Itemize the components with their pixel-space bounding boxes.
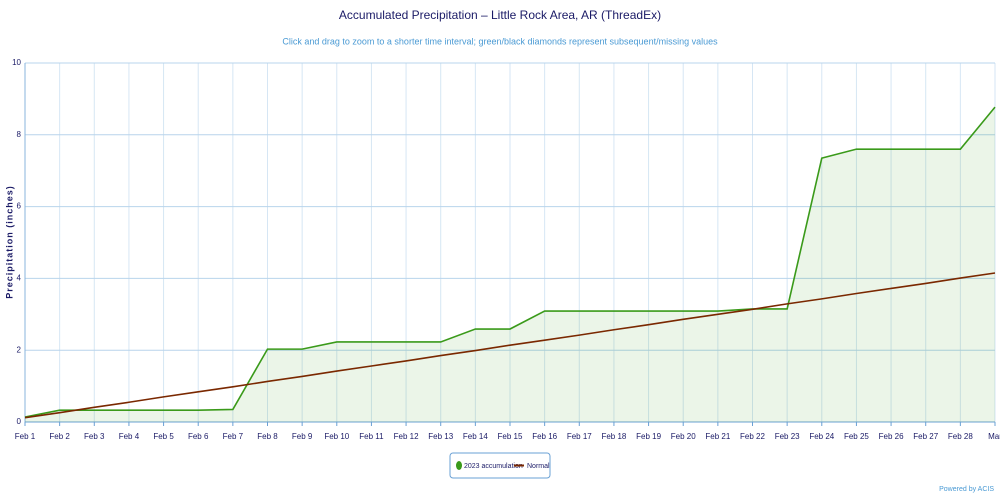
legend-label: Normal	[527, 463, 550, 470]
x-tick-label: Feb 27	[913, 432, 938, 441]
x-tick-label: Feb 15	[498, 432, 523, 441]
x-tick-label: Feb 20	[671, 432, 696, 441]
x-tick-label: Feb 11	[359, 432, 384, 441]
x-tick-label: Feb 13	[428, 432, 453, 441]
area-fill	[25, 107, 995, 423]
x-tick-label: Feb 2	[49, 432, 70, 441]
x-tick-label: Feb 6	[188, 432, 209, 441]
x-tick-label: Feb 14	[463, 432, 488, 441]
y-tick-label: 6	[17, 202, 22, 211]
series-line	[24, 272, 996, 419]
x-tick-label: Feb 21	[705, 432, 730, 441]
x-tick-label: Feb 16	[532, 432, 557, 441]
x-tick-label: Feb 1	[15, 432, 36, 441]
chart-subtitle: Click and drag to zoom to a shorter time…	[282, 36, 718, 46]
x-tick-label: Feb 4	[119, 432, 140, 441]
x-tick-label: Feb 22	[740, 432, 765, 441]
x-tick-label: Feb 8	[257, 432, 278, 441]
series-line	[24, 106, 996, 418]
x-tick-label: Feb 24	[809, 432, 834, 441]
chart-title: Accumulated Precipitation – Little Rock …	[339, 8, 661, 22]
y-axis-label: Precipitation (inches)	[4, 185, 14, 299]
credit: Powered by ACIS	[939, 486, 994, 493]
y-tick-label: 8	[17, 130, 22, 139]
y-tick-label: 4	[17, 274, 22, 283]
x-tick-label: Feb 10	[324, 432, 349, 441]
x-tick-label: Mar	[988, 432, 1000, 441]
x-tick-label: Feb 12	[394, 432, 419, 441]
x-tick-label: Feb 5	[153, 432, 174, 441]
x-tick-label: Feb 3	[84, 432, 105, 441]
legend-box	[449, 452, 551, 479]
legend-marker	[456, 461, 462, 470]
x-tick-label: Feb 19	[636, 432, 661, 441]
x-tick-label: Feb 23	[775, 432, 800, 441]
x-tick-label: Feb 25	[844, 432, 869, 441]
x-tick-label: Feb 7	[223, 432, 244, 441]
x-tick-label: Feb 26	[879, 432, 904, 441]
x-tick-label: Feb 18	[601, 432, 626, 441]
legend-label: 2023 accumulation	[464, 463, 523, 470]
y-tick-label: 10	[12, 58, 21, 67]
y-tick-label: 0	[17, 417, 22, 426]
x-tick-label: Feb 17	[567, 432, 592, 441]
y-tick-label: 2	[17, 345, 22, 354]
legend: 2023 accumulation Normal	[449, 452, 551, 479]
x-tick-label: Feb 28	[948, 432, 973, 441]
x-tick-label: Feb 9	[292, 432, 313, 441]
